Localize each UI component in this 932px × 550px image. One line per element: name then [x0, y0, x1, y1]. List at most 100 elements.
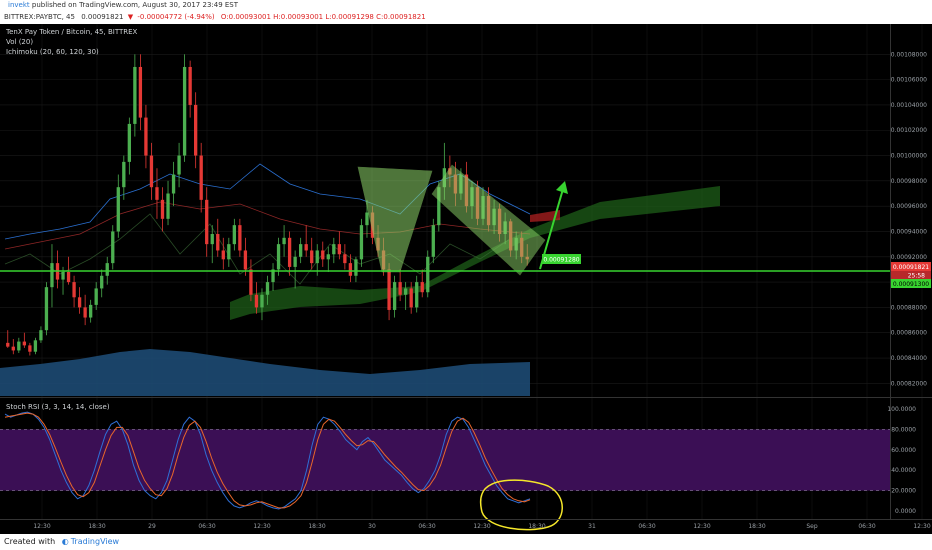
candle [271, 263, 275, 291]
time-tick-label: 18:30 [748, 523, 765, 530]
time-tick-label: 12:30 [693, 523, 710, 530]
candle-body [343, 254, 347, 264]
candle [33, 337, 38, 355]
candle-body [116, 187, 120, 232]
candle-body [6, 342, 10, 347]
created-with-text: Created with [4, 537, 56, 546]
candle-body [243, 250, 248, 270]
chart-svg[interactable]: 0.00091280 0.00108000 0.00106000 0.0010400… [0, 24, 932, 534]
stoch-rsi-line-1 [4, 411, 531, 510]
time-tick-label: 18:30 [88, 523, 105, 530]
candle [243, 237, 248, 276]
candle-body [232, 225, 236, 245]
candle-body [221, 250, 225, 260]
circle-annotation [479, 479, 563, 531]
candle [293, 250, 297, 289]
candle-body [166, 193, 170, 219]
candle [177, 142, 181, 188]
time-axis[interactable]: 12:30 18:30 29 06:30 12:30 18:30 30 06:30 12:30 1… [33, 523, 930, 530]
candle [11, 339, 15, 355]
rsi-grid [0, 429, 890, 491]
candle-body [359, 225, 364, 260]
candle [199, 142, 203, 213]
candle [194, 92, 198, 169]
main-legend-title: TenX Pay Token / Bitcoin, 45, BITTREX [5, 28, 138, 36]
tradingview-brand[interactable]: TradingView [70, 537, 120, 546]
price-tick-label: 0.00092000 [891, 254, 927, 261]
tradingview-logo-icon: ◐ [61, 537, 69, 546]
candle-body [315, 250, 319, 264]
candle [149, 142, 154, 200]
candle [166, 180, 170, 226]
candle-body [149, 155, 154, 188]
time-tick-label: 30 [368, 523, 376, 530]
candle-body [398, 282, 402, 295]
publish-info-line: invekt published on TradingView.com, Aug… [0, 0, 932, 12]
price-tick-label: 0.00104000 [891, 102, 927, 109]
candle-body [249, 269, 253, 295]
candle-body [265, 282, 270, 295]
price-tick-label: 0.00094000 [891, 228, 927, 235]
candle [160, 187, 165, 232]
candle [50, 244, 54, 308]
candle [55, 250, 60, 289]
candle-body [122, 161, 126, 188]
time-tick-label: 31 [588, 523, 596, 530]
candle [232, 218, 236, 251]
price-tick-label: 0.00084000 [891, 355, 927, 362]
candle-body [22, 341, 26, 346]
candle [188, 60, 192, 118]
candle [77, 287, 82, 314]
flag-channel [431, 164, 546, 276]
price-change: -0.00004772 (-4.94%) [137, 13, 215, 21]
rsi-tick-label: 40.0000 [891, 467, 916, 474]
candle-body [409, 288, 413, 308]
candle [116, 174, 120, 238]
candle [111, 225, 115, 270]
candle [210, 225, 214, 264]
time-tick-label: 18:30 [308, 523, 325, 530]
candle-body [293, 256, 297, 267]
candle-body [89, 304, 93, 318]
candle-body [105, 263, 109, 276]
ohlc-values: O:0.00093001 H:0.00093001 L:0.00091298 C… [220, 13, 426, 21]
time-tick-label: 12:30 [913, 523, 930, 530]
candle [387, 263, 391, 321]
countdown-tag-text: 25:58 [908, 273, 925, 280]
author-link[interactable]: invekt [8, 1, 30, 9]
rsi-axis: 100.0000 80.0000 60.0000 40.0000 20.0000 0.00… [887, 406, 916, 515]
candle [94, 282, 98, 310]
candle-body [83, 307, 87, 318]
price-tick-label: 0.00106000 [891, 77, 927, 84]
candle-body [354, 259, 358, 276]
stoch-rsi-line-2 [4, 412, 531, 509]
candle [415, 275, 419, 313]
candle [22, 332, 26, 348]
candle-body [260, 294, 264, 308]
candle-body [39, 330, 43, 341]
candle-body [188, 66, 192, 105]
candle [155, 168, 159, 219]
candle-body [61, 271, 65, 280]
candle-body [326, 254, 330, 260]
candle-body [271, 269, 275, 283]
candle [326, 246, 330, 272]
candle [343, 244, 347, 270]
candle-body [17, 341, 21, 351]
candle [332, 237, 336, 264]
price-tick-label: 0.00082000 [891, 380, 927, 387]
candle-body [194, 104, 198, 156]
candle-body [66, 271, 71, 283]
candle [89, 299, 93, 323]
candle-body [287, 237, 292, 267]
candle [122, 155, 126, 200]
candle [221, 237, 225, 270]
candle [276, 237, 281, 276]
candle [17, 337, 21, 353]
chart-area[interactable]: 0.00091280 0.00108000 0.00106000 0.0010400… [0, 24, 932, 534]
candle [299, 237, 303, 264]
time-tick-label: 06:30 [858, 523, 875, 530]
candle-body [205, 199, 209, 245]
candle [238, 218, 242, 257]
candle-body [299, 244, 303, 257]
